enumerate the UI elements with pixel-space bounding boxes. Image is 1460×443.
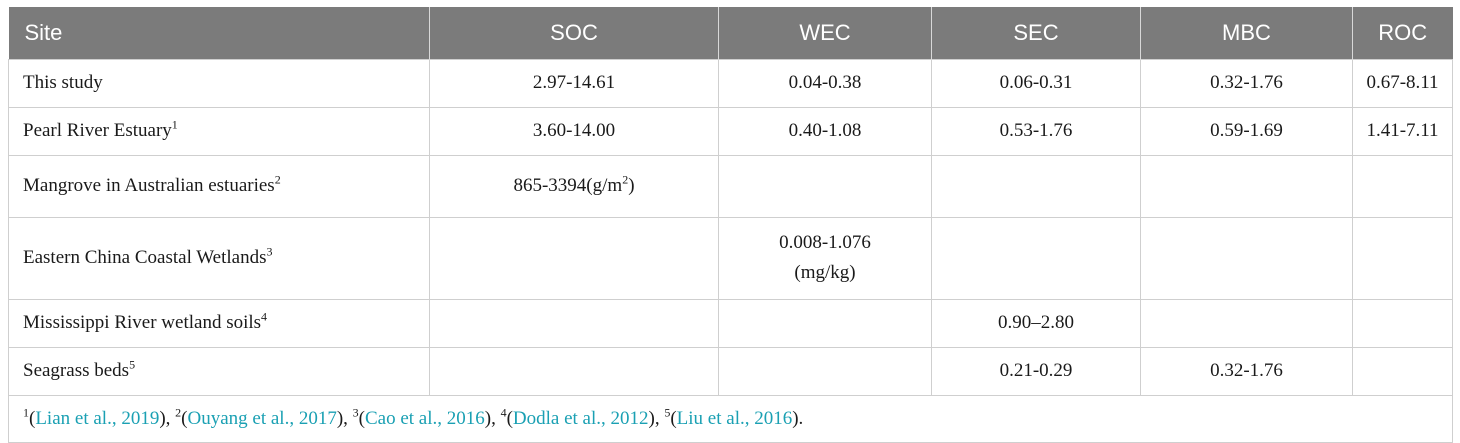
- site-label: Mississippi River wetland soils: [23, 312, 262, 333]
- table-header: Site SOC WEC SEC MBC ROC: [8, 7, 1453, 59]
- table-row: Seagrass beds5 0.21-0.29 0.32-1.76: [8, 346, 1453, 396]
- cell-sec: 0.90–2.80: [931, 298, 1141, 348]
- footnote-marker: 2: [274, 172, 281, 187]
- cell-site: Mississippi River wetland soils4: [8, 298, 430, 348]
- table-row: Mississippi River wetland soils4 0.90–2.…: [8, 298, 1453, 348]
- soc-value-close: ): [628, 175, 635, 196]
- site-label: Mangrove in Australian estuaries: [23, 175, 275, 196]
- cell-soc: 865-3394(g/m2): [429, 154, 719, 218]
- cell-sec: [931, 216, 1141, 300]
- footnote-sep: ),: [484, 407, 501, 429]
- footnote-number: 5: [664, 405, 671, 420]
- table-row: Mangrove in Australian estuaries2 865-33…: [8, 154, 1453, 218]
- unit-exponent: 2: [622, 172, 629, 187]
- cell-wec: 0.04-0.38: [718, 58, 932, 108]
- cell-mbc: [1140, 298, 1353, 348]
- cell-wec: [718, 298, 932, 348]
- header-wec: WEC: [718, 7, 932, 59]
- wec-unit: (mg/kg): [794, 262, 856, 283]
- citation-link[interactable]: Dodla et al., 2012: [512, 407, 649, 429]
- table-row: Pearl River Estuary1 3.60-14.00 0.40-1.0…: [8, 106, 1453, 156]
- cell-wec: [718, 154, 932, 218]
- table-row: This study 2.97-14.61 0.04-0.38 0.06-0.3…: [8, 58, 1453, 108]
- footnote-sep: ),: [648, 407, 665, 429]
- footnote-number: 4: [500, 405, 507, 420]
- table-body: This study 2.97-14.61 0.04-0.38 0.06-0.3…: [8, 58, 1453, 443]
- footnote-sep: ),: [159, 407, 176, 429]
- header-row: Site SOC WEC SEC MBC ROC: [8, 7, 1453, 59]
- cell-site: Mangrove in Australian estuaries2: [8, 154, 430, 218]
- cell-roc: [1352, 216, 1453, 300]
- footnote-marker: 5: [129, 357, 136, 372]
- header-site: Site: [8, 7, 430, 59]
- site-label: Eastern China Coastal Wetlands: [23, 247, 267, 268]
- cell-sec: 0.06-0.31: [931, 58, 1141, 108]
- cell-soc: [429, 216, 719, 300]
- header-soc: SOC: [429, 7, 719, 59]
- footnote-paren: (: [181, 407, 188, 429]
- footnote-marker: 1: [171, 117, 178, 132]
- cell-sec: 0.53-1.76: [931, 106, 1141, 156]
- cell-wec: 0.40-1.08: [718, 106, 932, 156]
- data-table-container: Site SOC WEC SEC MBC ROC This study 2.97…: [8, 7, 1453, 443]
- cell-soc: 3.60-14.00: [429, 106, 719, 156]
- footnote: 1(Lian et al., 2019), 2(Ouyang et al., 2…: [8, 394, 1453, 443]
- cell-site: Seagrass beds5: [8, 346, 430, 396]
- footnote-marker: 4: [261, 309, 268, 324]
- wec-value: 0.008-1.076: [779, 232, 871, 253]
- header-sec: SEC: [931, 7, 1141, 59]
- cell-mbc: [1140, 154, 1353, 218]
- cell-roc: 1.41-7.11: [1352, 106, 1453, 156]
- footnote-row: 1(Lian et al., 2019), 2(Ouyang et al., 2…: [8, 394, 1453, 443]
- cell-site: This study: [8, 58, 430, 108]
- cell-soc: [429, 298, 719, 348]
- citation-link[interactable]: Ouyang et al., 2017: [187, 407, 337, 429]
- cell-mbc: 0.32-1.76: [1140, 346, 1353, 396]
- soc-value: 865-3394(g/m: [513, 175, 623, 196]
- site-label: This study: [23, 72, 103, 93]
- cell-wec: [718, 346, 932, 396]
- cell-roc: [1352, 346, 1453, 396]
- cell-mbc: 0.59-1.69: [1140, 106, 1353, 156]
- header-mbc: MBC: [1140, 7, 1353, 59]
- footnote-paren: (: [670, 407, 677, 429]
- footnote-paren: (: [358, 407, 365, 429]
- footnote-number: 3: [352, 405, 359, 420]
- cell-roc: 0.67-8.11: [1352, 58, 1453, 108]
- cell-sec: 0.21-0.29: [931, 346, 1141, 396]
- cell-mbc: 0.32-1.76: [1140, 58, 1353, 108]
- cell-roc: [1352, 154, 1453, 218]
- footnote-paren: (: [506, 407, 513, 429]
- site-label: Pearl River Estuary: [23, 120, 172, 141]
- citation-link[interactable]: Lian et al., 2019: [35, 407, 160, 429]
- cell-mbc: [1140, 216, 1353, 300]
- citation-link[interactable]: Cao et al., 2016: [364, 407, 485, 429]
- cell-wec: 0.008-1.076 (mg/kg): [718, 216, 932, 300]
- footnote-sep: ),: [336, 407, 353, 429]
- table-row: Eastern China Coastal Wetlands3 0.008-1.…: [8, 216, 1453, 300]
- cell-soc: 2.97-14.61: [429, 58, 719, 108]
- footnote-number: 1: [23, 405, 29, 420]
- footnote-number: 2: [175, 405, 182, 420]
- cell-roc: [1352, 298, 1453, 348]
- footnote-paren: (: [29, 407, 36, 429]
- footnote-marker: 3: [266, 244, 273, 259]
- citation-link[interactable]: Liu et al., 2016: [676, 407, 793, 429]
- cell-sec: [931, 154, 1141, 218]
- cell-site: Eastern China Coastal Wetlands3: [8, 216, 430, 300]
- data-table: Site SOC WEC SEC MBC ROC This study 2.97…: [8, 7, 1453, 443]
- header-roc: ROC: [1378, 19, 1428, 45]
- cell-soc: [429, 346, 719, 396]
- site-label: Seagrass beds: [23, 360, 130, 381]
- footnote-sep: ).: [792, 407, 804, 429]
- cell-site: Pearl River Estuary1: [8, 106, 430, 156]
